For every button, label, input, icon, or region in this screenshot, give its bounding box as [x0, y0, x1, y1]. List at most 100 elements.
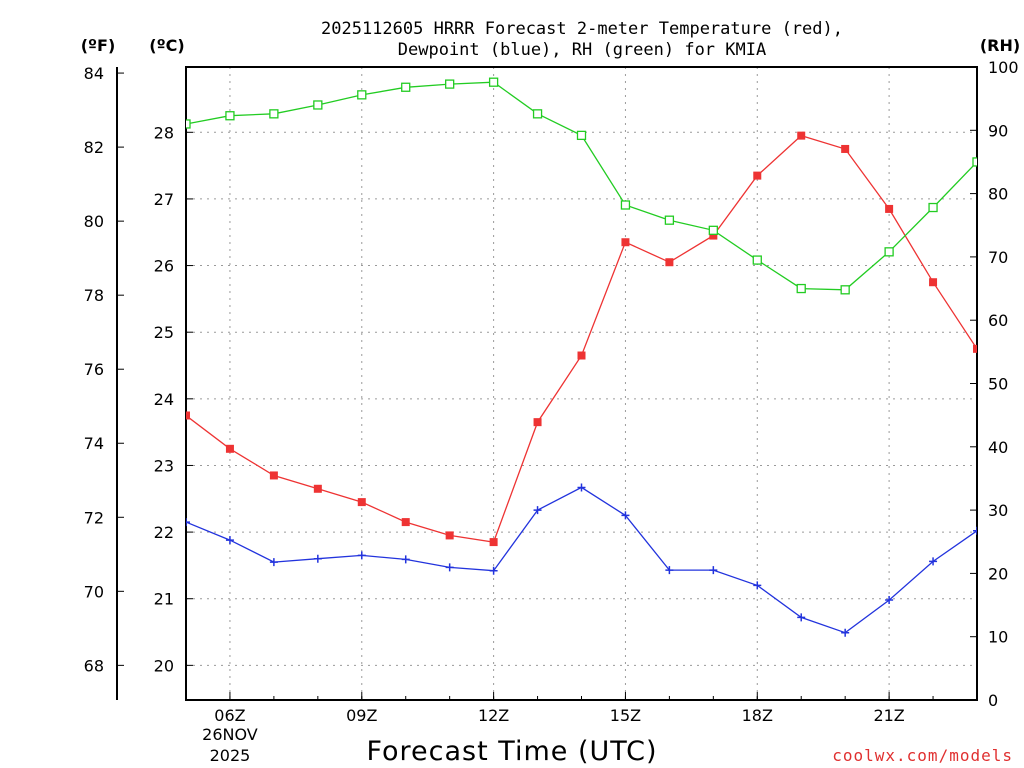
data-point	[313, 100, 323, 110]
data-point	[576, 130, 587, 141]
data-point	[225, 536, 234, 545]
rh-tick-label: 90	[988, 121, 1008, 140]
data-point	[489, 538, 498, 547]
data-point	[796, 283, 806, 294]
series-line	[186, 81, 977, 291]
x-tick-label: 21Z	[873, 706, 904, 725]
data-point	[665, 566, 674, 575]
celsius-tick-label: 25	[154, 323, 174, 342]
rh-tick-label: 0	[988, 691, 998, 710]
rh-unit-label: (RH)	[980, 36, 1020, 55]
data-point	[885, 204, 894, 213]
data-point	[488, 77, 499, 87]
data-point	[973, 526, 977, 535]
fahrenheit-tick-label: 76	[84, 360, 104, 379]
data-point	[708, 225, 718, 235]
celsius-tick-label: 23	[154, 456, 174, 475]
data-point	[709, 566, 718, 575]
data-point	[973, 344, 977, 353]
data-point	[225, 444, 234, 453]
celsius-tick-label: 28	[154, 123, 174, 142]
rh-tick-label: 60	[988, 311, 1008, 330]
celsius-tick-label: 22	[154, 523, 174, 542]
tick-layer: 06Z 09Z 12Z 15Z 18Z 21Z 20 21 22 23 24 25 26 27 28 68 70…	[84, 58, 1019, 725]
data-point	[533, 418, 542, 427]
series-rh	[186, 77, 977, 295]
data-point	[313, 484, 322, 493]
data-point	[445, 531, 454, 540]
x-tick-label: 06Z	[214, 706, 245, 725]
fahrenheit-tick-label: 78	[84, 286, 104, 305]
data-point	[621, 511, 630, 520]
rh-tick-label: 30	[988, 501, 1008, 520]
fahrenheit-tick-label: 72	[84, 508, 104, 527]
data-point	[797, 613, 806, 622]
series-layer	[186, 77, 977, 637]
series-dewpoint	[186, 483, 977, 637]
data-point	[753, 171, 762, 180]
data-point	[929, 557, 938, 566]
data-point	[401, 82, 411, 92]
data-point	[665, 258, 674, 267]
data-point	[709, 231, 718, 240]
data-point	[186, 411, 190, 420]
celsius-unit-label: (ºC)	[149, 36, 184, 55]
celsius-tick-label: 24	[154, 390, 174, 409]
data-point	[269, 558, 278, 567]
data-point	[186, 518, 190, 527]
fahrenheit-tick-label: 82	[84, 138, 104, 157]
data-point	[797, 131, 806, 140]
data-point	[313, 554, 322, 563]
data-point	[841, 144, 850, 153]
plot-frame	[185, 66, 978, 701]
rh-tick-label: 50	[988, 375, 1008, 394]
grid-layer	[186, 67, 977, 700]
celsius-tick-label: 27	[154, 190, 174, 209]
rh-tick-label: 70	[988, 248, 1008, 267]
data-point	[928, 202, 938, 213]
rh-tick-label: 80	[988, 185, 1008, 204]
credit-link[interactable]: coolwx.com/models	[832, 746, 1013, 765]
data-point	[357, 551, 366, 560]
data-point	[532, 109, 543, 119]
rh-tick-label: 40	[988, 438, 1008, 457]
chart-title-line1: 2025112605 HRRR Forecast 2-meter Tempera…	[321, 19, 843, 39]
date-label-year: 2025	[210, 746, 251, 765]
data-point	[489, 566, 498, 575]
rh-tick-label: 20	[988, 564, 1008, 583]
data-point	[885, 596, 894, 605]
celsius-tick-label: 26	[154, 257, 174, 276]
data-point	[884, 247, 894, 257]
date-label-day: 26NOV	[202, 725, 258, 744]
series-2-meter-temperature	[186, 131, 977, 547]
x-axis-title: Forecast Time (UTC)	[366, 736, 657, 767]
data-point	[972, 157, 977, 167]
fahrenheit-unit-label: (ºF)	[81, 36, 116, 55]
data-point	[186, 119, 191, 129]
data-point	[357, 498, 366, 507]
rh-tick-label: 10	[988, 628, 1008, 647]
data-point	[445, 79, 455, 89]
chart-title-line2: Dewpoint (blue), RH (green) for KMIA	[398, 40, 766, 60]
x-tick-label: 15Z	[610, 706, 641, 725]
data-point	[752, 255, 762, 265]
data-point	[840, 285, 850, 295]
data-point	[269, 471, 278, 480]
data-point	[621, 238, 630, 247]
series-line	[186, 486, 977, 634]
data-point	[620, 200, 631, 210]
data-point	[929, 278, 938, 287]
data-point	[401, 518, 410, 527]
x-tick-label: 09Z	[346, 706, 377, 725]
data-point	[357, 90, 367, 100]
fahrenheit-tick-label: 84	[84, 64, 104, 83]
data-point	[577, 483, 586, 492]
celsius-tick-label: 20	[154, 656, 174, 675]
fahrenheit-tick-label: 74	[84, 434, 104, 453]
axes-layer	[116, 66, 978, 701]
data-point	[664, 215, 675, 225]
data-point	[577, 351, 586, 360]
data-point	[401, 555, 410, 564]
data-point	[225, 111, 235, 121]
